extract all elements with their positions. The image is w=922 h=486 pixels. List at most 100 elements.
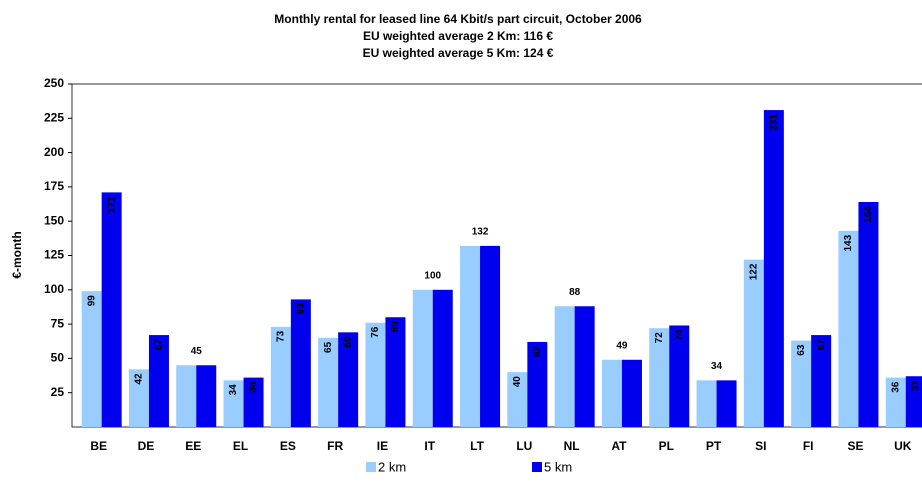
bar <box>270 326 291 427</box>
data-label: 45 <box>191 346 203 357</box>
legend-label: 2 km <box>378 459 406 474</box>
bar <box>838 230 859 427</box>
x-tick-label: BE <box>90 439 107 453</box>
x-tick-label: SE <box>847 439 863 453</box>
x-tick-label: PT <box>706 439 722 453</box>
bar <box>480 245 501 427</box>
bar <box>791 340 812 427</box>
bar <box>365 322 386 427</box>
data-label: 100 <box>424 270 441 281</box>
data-label: 67 <box>816 339 827 351</box>
data-label: 34 <box>711 361 723 372</box>
data-label: 37 <box>910 380 921 392</box>
data-label: 63 <box>796 344 807 356</box>
bar <box>763 110 784 428</box>
bar <box>81 291 102 427</box>
data-label: 80 <box>390 321 401 333</box>
y-tick-label: 250 <box>44 76 64 90</box>
bar <box>432 289 453 427</box>
x-tick-label: EL <box>233 439 248 453</box>
bar <box>669 325 690 427</box>
bar <box>649 328 670 427</box>
data-label: 99 <box>86 295 97 307</box>
bar <box>905 376 922 427</box>
bar <box>223 380 244 427</box>
x-tick-label: LU <box>516 439 532 453</box>
chart-title: Monthly rental for leased line 64 Kbit/s… <box>274 12 642 26</box>
x-tick-label: ES <box>280 439 296 453</box>
data-label: 93 <box>295 303 306 315</box>
bar <box>128 369 149 427</box>
bar <box>196 365 217 427</box>
data-label: 65 <box>323 341 334 353</box>
data-label: 36 <box>248 381 259 393</box>
bar <box>527 341 548 427</box>
data-label: 72 <box>654 332 665 344</box>
x-tick-label: IE <box>377 439 388 453</box>
data-label: 67 <box>154 339 165 351</box>
y-tick-label: 100 <box>44 282 64 296</box>
legend-swatch <box>366 462 376 472</box>
bar <box>574 306 595 427</box>
bar <box>101 192 122 427</box>
data-label: 88 <box>569 287 581 298</box>
chart-subtitle: EU weighted average 2 Km: 116 € <box>363 29 553 43</box>
y-axis-label: €-month <box>10 231 24 278</box>
bar <box>743 259 764 427</box>
bar <box>243 377 264 427</box>
bar <box>507 372 528 427</box>
data-label: 231 <box>768 114 779 131</box>
bar <box>811 335 832 427</box>
legend-label: 5 km <box>544 459 572 474</box>
bar <box>621 359 642 427</box>
y-tick-label: 125 <box>44 248 64 262</box>
x-tick-label: NL <box>564 439 580 453</box>
bar <box>716 380 737 427</box>
data-label: 74 <box>674 329 685 341</box>
data-label: 62 <box>532 345 543 357</box>
bar <box>885 377 906 427</box>
bar <box>858 201 879 427</box>
data-label: 42 <box>134 373 145 385</box>
legend-swatch <box>532 462 542 472</box>
x-tick-label: DE <box>138 439 155 453</box>
y-tick-label: 150 <box>44 213 64 227</box>
x-tick-label: SI <box>755 439 766 453</box>
y-tick-label: 50 <box>51 351 65 365</box>
data-label: 49 <box>616 340 628 351</box>
data-label: 69 <box>343 336 354 348</box>
data-label: 132 <box>472 227 489 238</box>
y-tick-label: 200 <box>44 145 64 159</box>
data-label: 40 <box>512 376 523 388</box>
bar <box>385 317 406 427</box>
x-tick-label: FI <box>803 439 814 453</box>
bar <box>290 299 311 427</box>
bar <box>338 332 359 427</box>
bar <box>601 359 622 427</box>
x-tick-label: IT <box>424 439 435 453</box>
bar <box>460 245 481 427</box>
bar <box>176 365 197 427</box>
data-label: 122 <box>748 263 759 280</box>
x-tick-label: UK <box>894 439 912 453</box>
x-tick-label: PL <box>659 439 674 453</box>
data-label: 171 <box>106 196 117 213</box>
bar <box>696 380 717 427</box>
data-label: 73 <box>275 330 286 342</box>
chart-subtitle: EU weighted average 5 Km: 124 € <box>363 46 554 60</box>
bar <box>148 335 169 427</box>
data-label: 76 <box>370 326 381 338</box>
bar <box>412 289 433 427</box>
x-tick-label: AT <box>611 439 627 453</box>
x-tick-label: FR <box>327 439 343 453</box>
bar <box>554 306 575 427</box>
y-tick-label: 175 <box>44 179 64 193</box>
data-label: 143 <box>843 234 854 251</box>
y-tick-label: 25 <box>51 385 65 399</box>
data-label: 36 <box>890 381 901 393</box>
x-tick-label: LT <box>470 439 484 453</box>
y-tick-label: 75 <box>51 316 65 330</box>
x-tick-label: EE <box>185 439 201 453</box>
bar <box>318 337 339 427</box>
